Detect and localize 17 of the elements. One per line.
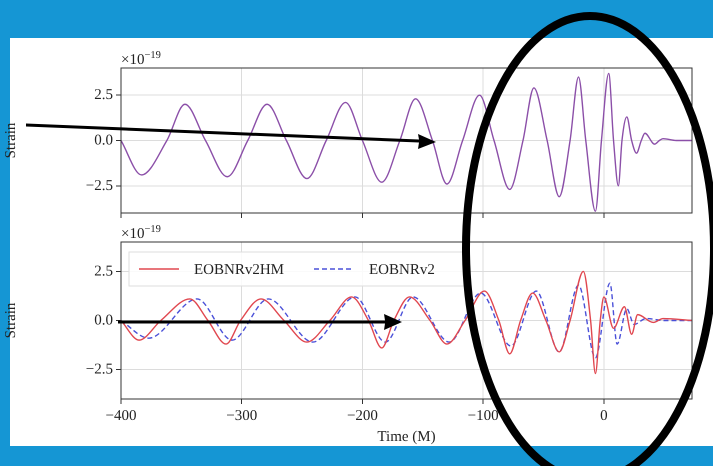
legend-label: EOBNRv2HM (194, 262, 284, 278)
y-tick-label: 0.0 (94, 312, 113, 328)
y-tick-label: 2.5 (94, 87, 113, 104)
x-tick-label: −100 (468, 408, 499, 424)
y-tick-label: −2.5 (86, 178, 113, 194)
line-series (121, 72, 692, 212)
legend-label: EOBNRv2 (369, 262, 435, 278)
x-axis-title: Time (M) (377, 428, 436, 445)
x-tick-label: −300 (226, 408, 258, 424)
x-tick-label: −400 (106, 408, 136, 424)
y-tick-label: −2.5 (86, 362, 113, 378)
y-axis-title: Strain (2, 122, 19, 158)
x-tick-label: −200 (346, 408, 378, 424)
y-tick-label: 2.5 (94, 263, 113, 280)
x-tick-label: 0 (600, 408, 608, 424)
y-tick-label: 0.0 (94, 132, 113, 148)
y-axis-title: Strain (2, 302, 19, 338)
